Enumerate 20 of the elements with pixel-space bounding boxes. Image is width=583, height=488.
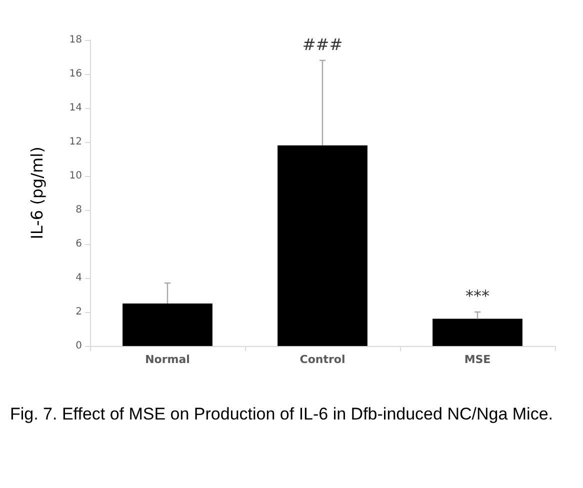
- y-tick-label: 18: [69, 34, 82, 46]
- y-tick-label: 12: [69, 136, 82, 148]
- y-tick-label: 0: [76, 340, 82, 352]
- y-tick-label: 2: [76, 306, 82, 318]
- y-tick-label: 10: [69, 170, 82, 182]
- x-tick-label: Control: [300, 353, 346, 366]
- y-axis-title: IL-6 (pg/ml): [28, 146, 46, 240]
- bar: [278, 145, 368, 346]
- annotation: ***: [466, 286, 490, 306]
- bar: [432, 318, 522, 346]
- bar: [122, 304, 212, 346]
- annotation: ###: [302, 34, 343, 54]
- x-tick-label: Normal: [145, 353, 190, 366]
- y-tick-label: 4: [76, 272, 82, 284]
- y-tick-label: 6: [76, 238, 82, 250]
- y-tick-label: 14: [69, 102, 82, 114]
- x-tick-label: MSE: [464, 353, 491, 366]
- y-tick-label: 8: [76, 204, 82, 216]
- caption: Fig. 7. Effect of MSE on Production of IL-6 in Dfb-induced NC/Nga Mice.: [10, 404, 553, 424]
- y-tick-label: 16: [69, 68, 82, 80]
